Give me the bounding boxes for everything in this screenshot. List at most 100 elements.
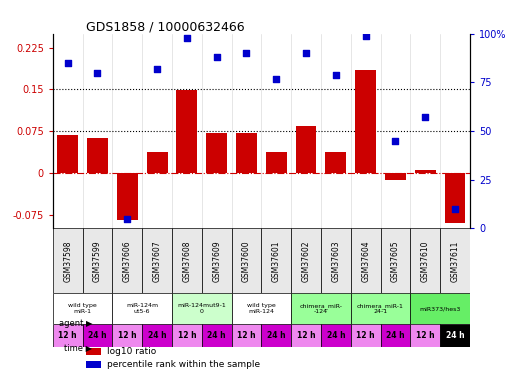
Text: miR-124m
ut5-6: miR-124m ut5-6 [126,303,158,314]
Bar [53,293,112,324]
Bar [57,135,78,173]
Bar [410,324,440,348]
Text: GDS1858 / 10000632466: GDS1858 / 10000632466 [86,21,245,34]
Bar [261,324,291,348]
Bar [117,173,138,220]
Text: 12 h: 12 h [356,331,375,340]
Bar [291,228,321,293]
Point [421,114,429,120]
Text: wild type
miR-1: wild type miR-1 [68,303,97,314]
Point [212,54,221,60]
Text: 24 h: 24 h [326,331,345,340]
Bar [112,228,142,293]
Bar [261,228,291,293]
Text: miR373/hes3: miR373/hes3 [419,306,461,311]
Point [272,75,280,81]
Point [183,34,191,40]
Bar [87,138,108,173]
Point [242,50,251,56]
Bar [381,324,410,348]
Bar [112,293,172,324]
Bar [351,228,381,293]
Bar [325,152,346,173]
Text: GSM37606: GSM37606 [123,240,132,282]
Point [123,216,131,222]
Bar [385,173,406,180]
Bar [206,133,227,173]
Text: time ▶: time ▶ [64,343,92,352]
Text: log10 ratio: log10 ratio [107,347,156,356]
Bar [321,324,351,348]
Text: percentile rank within the sample: percentile rank within the sample [107,360,260,369]
Text: chimera_miR-
-124: chimera_miR- -124 [299,303,343,314]
Bar [172,228,202,293]
Text: wild type
miR-124: wild type miR-124 [247,303,276,314]
Bar [445,173,466,223]
Text: 24 h: 24 h [446,331,464,340]
Text: 24 h: 24 h [208,331,226,340]
Point [63,60,72,66]
Text: 12 h: 12 h [237,331,256,340]
Text: GSM37602: GSM37602 [301,240,310,282]
Point [332,72,340,78]
Bar [415,170,436,173]
Bar [82,324,112,348]
Bar [296,126,316,173]
Point [361,33,370,39]
Bar [381,228,410,293]
Bar [176,90,197,173]
Text: 12 h: 12 h [177,331,196,340]
Bar [112,324,142,348]
Text: GSM37600: GSM37600 [242,240,251,282]
Bar [172,293,232,324]
Bar [232,293,291,324]
Text: miR-124mut9-1
0: miR-124mut9-1 0 [177,303,226,314]
Text: GSM37611: GSM37611 [450,240,459,282]
Text: 24 h: 24 h [267,331,286,340]
Point [153,66,162,72]
Bar [291,324,321,348]
Text: GSM37598: GSM37598 [63,240,72,282]
Bar [232,228,261,293]
Text: GSM37601: GSM37601 [272,240,281,282]
Text: 12 h: 12 h [416,331,435,340]
Bar [53,324,82,348]
Bar [236,133,257,173]
Text: GSM37599: GSM37599 [93,240,102,282]
Bar [142,324,172,348]
Text: GSM37607: GSM37607 [153,240,162,282]
Bar [410,228,440,293]
Point [451,206,459,212]
Bar [351,324,381,348]
Bar [202,228,232,293]
Bar [86,348,101,355]
Text: GSM37603: GSM37603 [332,240,341,282]
Text: chimera_miR-1
24-1: chimera_miR-1 24-1 [357,303,404,314]
Bar [86,362,101,368]
Bar [321,228,351,293]
Bar [351,293,410,324]
Bar [410,293,470,324]
Text: 12 h: 12 h [118,331,137,340]
Point [93,70,102,76]
Text: GSM37610: GSM37610 [421,240,430,282]
Text: GSM37608: GSM37608 [182,240,191,282]
Bar [291,293,351,324]
Text: 24 h: 24 h [148,331,166,340]
Text: 24 h: 24 h [88,331,107,340]
Bar [202,324,232,348]
Bar [440,228,470,293]
Text: 12 h: 12 h [297,331,315,340]
Bar [266,152,287,173]
Bar [440,324,470,348]
Text: GSM37609: GSM37609 [212,240,221,282]
Bar [147,152,167,173]
Text: 12 h: 12 h [59,331,77,340]
Text: agent ▶: agent ▶ [59,319,92,328]
Point [391,138,400,144]
Text: GSM37604: GSM37604 [361,240,370,282]
Text: 24 h: 24 h [386,331,405,340]
Point [302,50,310,56]
Bar [232,324,261,348]
Bar [142,228,172,293]
